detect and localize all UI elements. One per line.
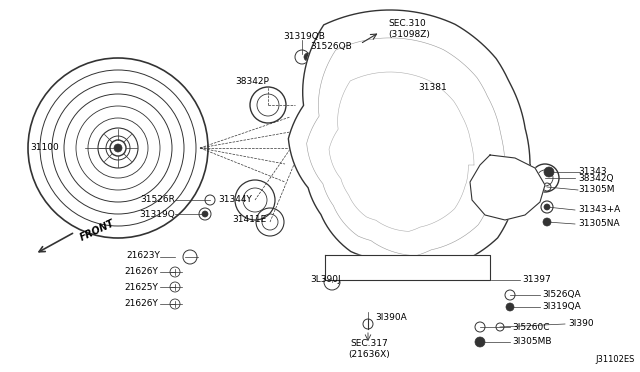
Text: 31100: 31100 (30, 144, 59, 153)
Polygon shape (470, 155, 545, 220)
Text: 21626Y: 21626Y (124, 299, 158, 308)
Circle shape (114, 144, 122, 152)
Text: 31319Q: 31319Q (140, 209, 175, 218)
Text: SEC.317: SEC.317 (350, 340, 388, 349)
Text: 31305M: 31305M (578, 186, 614, 195)
Circle shape (395, 93, 401, 99)
Circle shape (304, 53, 312, 61)
Text: 31305NA: 31305NA (578, 219, 620, 228)
Text: 21623Y: 21623Y (126, 250, 160, 260)
Text: 31526R: 31526R (140, 196, 175, 205)
Polygon shape (289, 10, 530, 276)
Text: 3l390A: 3l390A (375, 312, 407, 321)
Circle shape (367, 61, 373, 67)
Text: 31343+A: 31343+A (578, 205, 620, 215)
Circle shape (544, 204, 550, 210)
Text: 21625Y: 21625Y (124, 282, 158, 292)
Circle shape (202, 211, 208, 217)
Text: 3l5260C: 3l5260C (512, 323, 550, 331)
Text: J31102ES: J31102ES (596, 356, 635, 365)
Text: 38342Q: 38342Q (578, 173, 614, 183)
Text: 38342P: 38342P (235, 77, 269, 87)
Text: 21626Y: 21626Y (124, 267, 158, 276)
Text: 31411E: 31411E (232, 215, 266, 224)
Text: 31319QB: 31319QB (283, 32, 325, 41)
Text: 3l390: 3l390 (568, 320, 594, 328)
Text: 3L390J: 3L390J (310, 276, 340, 285)
Text: 31344Y: 31344Y (218, 196, 252, 205)
Circle shape (506, 303, 514, 311)
Text: 3l305MB: 3l305MB (512, 337, 552, 346)
Text: 31397: 31397 (522, 276, 551, 285)
Text: 31343: 31343 (578, 167, 607, 176)
Text: 3l526QA: 3l526QA (542, 291, 580, 299)
Circle shape (543, 218, 551, 226)
Text: (21636X): (21636X) (348, 350, 390, 359)
Text: 31526QB: 31526QB (310, 42, 352, 51)
Polygon shape (325, 255, 490, 280)
Text: 31381: 31381 (418, 83, 447, 92)
Text: (31098Z): (31098Z) (388, 29, 430, 38)
Circle shape (544, 167, 554, 177)
Text: FRONT: FRONT (78, 218, 116, 243)
Text: SEC.310: SEC.310 (388, 19, 426, 29)
Text: 3l319QA: 3l319QA (542, 302, 580, 311)
Circle shape (475, 337, 485, 347)
